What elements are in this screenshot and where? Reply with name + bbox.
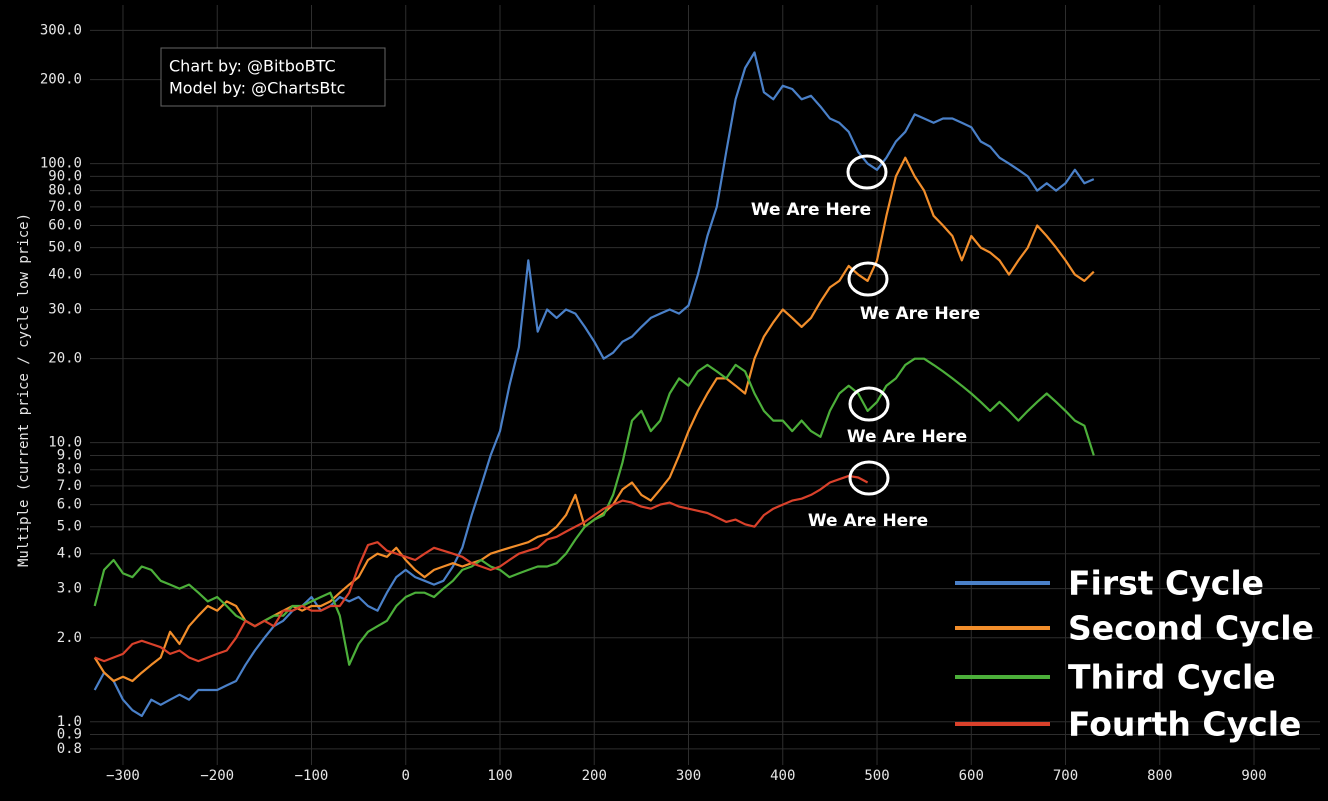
x-tick-label: 500 [864,768,889,784]
annotation: We Are Here [751,200,871,220]
series-line [94,474,869,663]
y-tick-label: 60.0 [48,217,82,233]
x-tick-label: 100 [487,768,512,784]
credit-box [160,47,386,107]
legend-label: Third Cycle [1068,658,1276,697]
y-tick-label: 1.0 [57,714,82,730]
credit-text: Model by: @ChartsBtc [169,79,345,98]
y-tick-label: 4.0 [57,546,82,562]
annotation: We Are Here [808,511,928,531]
grid [90,5,1320,765]
x-tick-label: 900 [1241,768,1266,784]
y-tick-label: 70.0 [48,199,82,215]
series-line [93,51,1095,717]
y-axis-label: Multiple (current price / cycle low pric… [16,213,32,567]
x-tick-label: −100 [295,768,329,784]
plot-lines [93,51,1095,717]
highlight-circle [848,386,890,422]
highlight-circle [847,261,889,297]
y-tick-label: 8.0 [57,462,82,478]
y-tick-label: 7.0 [57,478,82,494]
y-tick-label: 9.0 [57,447,82,463]
y-tick-label: 100.0 [40,156,82,172]
x-tick-label: 300 [676,768,701,784]
y-tick-label: 5.0 [57,519,82,535]
overlay: 0.80.91.0 2.0 3.0 4.0 5.0 6.0 7.08.09.010.0 20.… [16,22,1314,784]
annotation: We Are Here [860,304,980,324]
y-tick-label: 50.0 [48,240,82,256]
y-tick-label: 300.0 [40,22,82,38]
x-tick-label: −300 [106,768,140,784]
y-tick-label: 0.8 [57,741,82,757]
x-tick-label: 700 [1053,768,1078,784]
legend-label: First Cycle [1068,564,1264,603]
y-tick-label: 6.0 [57,497,82,513]
y-tick-label: 3.0 [57,581,82,597]
y-tick-label: 10.0 [48,435,82,451]
legend-label: Fourth Cycle [1068,705,1301,744]
y-tick-label: 30.0 [48,302,82,318]
y-tick-label: 2.0 [57,630,82,646]
y-tick-label: 200.0 [40,72,82,88]
x-tick-label: 0 [402,768,410,784]
x-tick-label: 200 [582,768,607,784]
highlight-circle [848,460,890,496]
credit-text: Chart by: @BitboBTC [169,57,336,76]
y-tick-label: 90.0 [48,168,82,184]
x-tick-label: 600 [959,768,984,784]
y-tick-label: 80.0 [48,183,82,199]
x-tick-label: −200 [200,768,234,784]
x-tick-label: 800 [1147,768,1172,784]
annotation: We Are Here [847,427,967,447]
y-tick-label: 40.0 [48,267,82,283]
y-tick-label: 0.9 [57,727,82,743]
x-tick-label: 400 [770,768,795,784]
highlight-circle [846,154,888,190]
legend-label: Second Cycle [1068,609,1314,648]
y-tick-label: 20.0 [48,351,82,367]
